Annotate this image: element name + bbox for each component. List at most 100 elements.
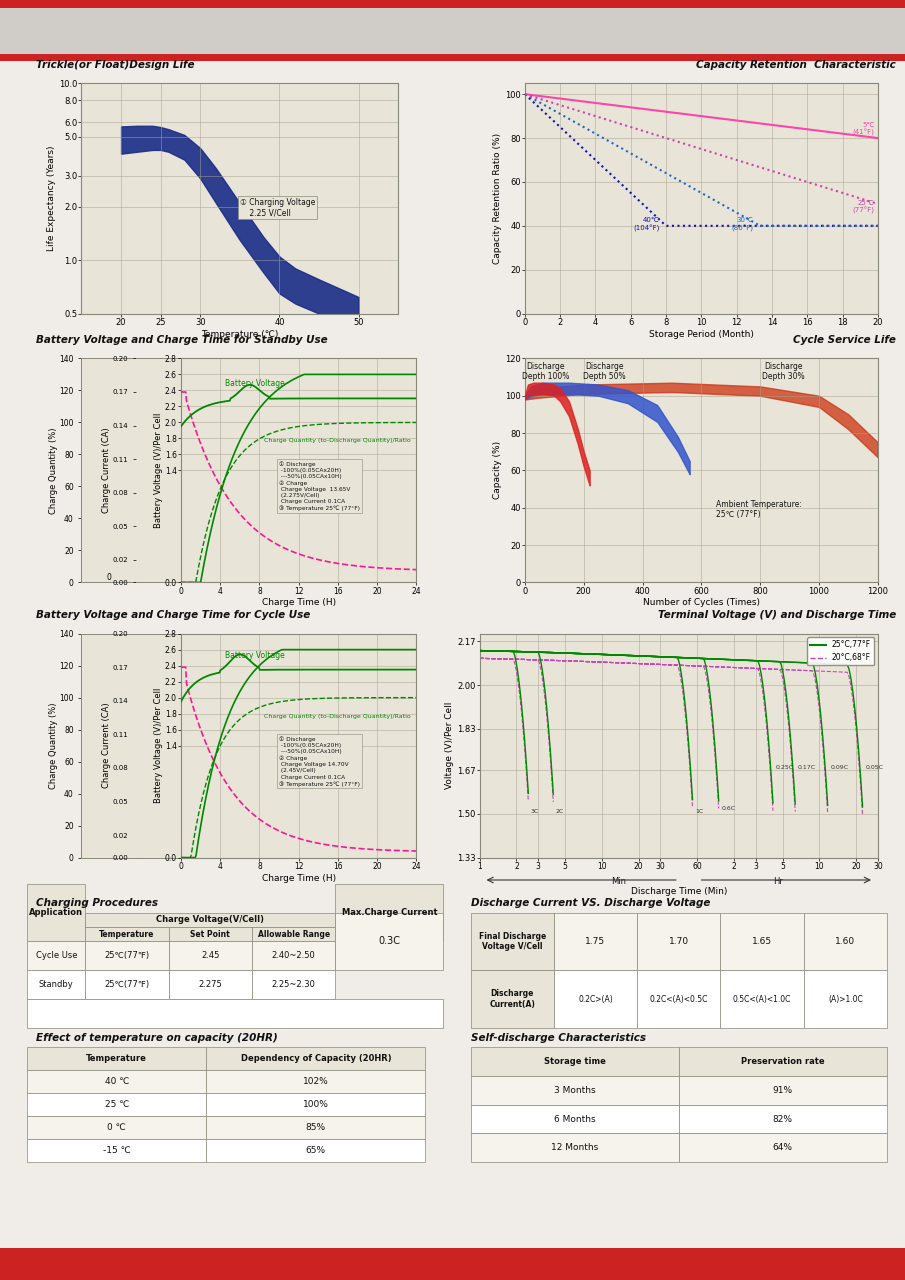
Text: Capacity Retention  Characteristic: Capacity Retention Characteristic: [696, 60, 896, 70]
Text: -15 ℃: -15 ℃: [103, 1146, 130, 1156]
Bar: [554, 913, 637, 970]
Text: 40 ℃: 40 ℃: [105, 1076, 129, 1087]
Text: Battery Voltage: Battery Voltage: [225, 379, 285, 388]
Y-axis label: Capacity (%): Capacity (%): [493, 442, 502, 499]
Y-axis label: Life Expectancy (Years): Life Expectancy (Years): [47, 146, 56, 251]
Text: 91%: 91%: [773, 1085, 793, 1094]
Bar: [471, 970, 554, 1028]
Bar: [471, 1075, 679, 1105]
Bar: [27, 883, 85, 941]
Y-axis label: Charge Quantity (%): Charge Quantity (%): [49, 703, 58, 788]
Text: 1C: 1C: [695, 809, 703, 814]
Text: Final Discharge
Voltage V/Cell: Final Discharge Voltage V/Cell: [479, 932, 546, 951]
Bar: [471, 1105, 679, 1134]
Text: Charging Procedures: Charging Procedures: [36, 899, 158, 909]
Text: 3 Months: 3 Months: [554, 1085, 595, 1094]
Text: Battery Voltage and Charge Time for Standby Use: Battery Voltage and Charge Time for Stan…: [36, 335, 328, 346]
Bar: [206, 1116, 425, 1139]
Text: Battery Voltage and Charge Time for Cycle Use: Battery Voltage and Charge Time for Cycl…: [36, 611, 310, 621]
Text: Standby: Standby: [39, 980, 73, 989]
Text: (A)>1.0C: (A)>1.0C: [828, 995, 862, 1004]
Text: Discharge
Current(A): Discharge Current(A): [490, 989, 535, 1009]
Y-axis label: Charge Current (CA): Charge Current (CA): [102, 703, 111, 788]
Bar: [85, 941, 168, 970]
Text: 1.60: 1.60: [835, 937, 855, 946]
Text: 2.25~2.30: 2.25~2.30: [272, 980, 316, 989]
Bar: [471, 1134, 679, 1162]
Text: Charge Quantity (to-Discharge Quantity)/Ratio: Charge Quantity (to-Discharge Quantity)/…: [264, 438, 411, 443]
Bar: [206, 1093, 425, 1116]
Text: 0.2C>(A): 0.2C>(A): [578, 995, 613, 1004]
X-axis label: Number of Cycles (Times): Number of Cycles (Times): [643, 598, 760, 607]
Text: Preservation rate: Preservation rate: [741, 1057, 824, 1066]
Bar: [804, 970, 887, 1028]
Text: Discharge
Depth 50%: Discharge Depth 50%: [583, 361, 625, 381]
Text: Min: Min: [612, 878, 626, 887]
Bar: [471, 913, 554, 970]
Text: Application: Application: [29, 908, 83, 918]
X-axis label: Charge Time (H): Charge Time (H): [262, 598, 336, 607]
Text: 82%: 82%: [773, 1115, 793, 1124]
Bar: [27, 998, 443, 1028]
Text: 12 Months: 12 Months: [551, 1143, 598, 1152]
Text: 2.40~2.50: 2.40~2.50: [272, 951, 316, 960]
Text: Effect of temperature on capacity (20HR): Effect of temperature on capacity (20HR): [36, 1033, 278, 1043]
Text: Battery Voltage: Battery Voltage: [225, 650, 285, 659]
Bar: [804, 913, 887, 970]
Text: 6 Months: 6 Months: [554, 1115, 595, 1124]
Text: 64%: 64%: [773, 1143, 793, 1152]
Text: 25℃(77℉): 25℃(77℉): [104, 951, 149, 960]
Text: 0: 0: [106, 573, 111, 582]
Text: Ambient Temperature:
25℃ (77°F): Ambient Temperature: 25℃ (77°F): [716, 499, 802, 520]
Text: Set Point: Set Point: [190, 929, 230, 938]
Bar: [27, 970, 85, 998]
Text: 0.5C<(A)<1.0C: 0.5C<(A)<1.0C: [733, 995, 791, 1004]
Y-axis label: Battery Voltage (V)/Per Cell: Battery Voltage (V)/Per Cell: [155, 412, 163, 529]
Text: Discharge Current VS. Discharge Voltage: Discharge Current VS. Discharge Voltage: [471, 899, 710, 909]
Bar: [168, 970, 252, 998]
Bar: [27, 1139, 206, 1162]
Text: 1.70: 1.70: [669, 937, 689, 946]
X-axis label: Charge Time (H): Charge Time (H): [262, 873, 336, 882]
Text: Charge Quantity (to-Discharge Quantity)/Ratio: Charge Quantity (to-Discharge Quantity)/…: [264, 713, 411, 718]
Text: ① Charging Voltage
    2.25 V/Cell: ① Charging Voltage 2.25 V/Cell: [240, 197, 315, 218]
Bar: [85, 970, 168, 998]
Text: Cycle Service Life: Cycle Service Life: [793, 335, 896, 346]
Bar: [85, 927, 168, 941]
Text: 25℃
(77°F): 25℃ (77°F): [853, 200, 874, 214]
Y-axis label: Capacity Retention Ratio (%): Capacity Retention Ratio (%): [493, 133, 502, 264]
Legend: 25°C,77°F, 20°C,68°F: 25°C,77°F, 20°C,68°F: [807, 637, 874, 666]
Polygon shape: [0, 0, 380, 61]
Text: 0.6C: 0.6C: [721, 806, 736, 812]
Text: Allowable Range: Allowable Range: [258, 929, 329, 938]
Text: 2.45: 2.45: [201, 951, 220, 960]
Text: 0.25C: 0.25C: [776, 765, 794, 771]
Bar: [679, 1105, 887, 1134]
Text: Charge Voltage(V/Cell): Charge Voltage(V/Cell): [157, 915, 264, 924]
Text: Self-discharge Characteristics: Self-discharge Characteristics: [471, 1033, 645, 1043]
Text: 1.65: 1.65: [752, 937, 772, 946]
Text: ① Discharge
 -100%(0.05CAx20H)
 ---50%(0.05CAx10H)
② Charge
 Charge Voltage 14.7: ① Discharge -100%(0.05CAx20H) ---50%(0.0…: [279, 736, 360, 787]
Bar: [335, 883, 443, 941]
Bar: [27, 1047, 206, 1070]
Text: 2.275: 2.275: [198, 980, 223, 989]
Bar: [27, 1116, 206, 1139]
Text: 65%: 65%: [306, 1146, 326, 1156]
Bar: [554, 970, 637, 1028]
Text: Discharge
Depth 30%: Discharge Depth 30%: [762, 361, 805, 381]
Text: 6V  12Ah: 6V 12Ah: [538, 17, 692, 45]
Bar: [252, 927, 335, 941]
Text: Dependency of Capacity (20HR): Dependency of Capacity (20HR): [241, 1053, 391, 1064]
Bar: [637, 913, 720, 970]
Text: Trickle(or Float)Design Life: Trickle(or Float)Design Life: [36, 60, 195, 70]
Bar: [720, 970, 804, 1028]
Bar: [206, 1139, 425, 1162]
Text: 0.17C: 0.17C: [798, 765, 816, 771]
Bar: [471, 1047, 679, 1075]
Text: Storage time: Storage time: [544, 1057, 605, 1066]
Text: Temperature: Temperature: [86, 1053, 148, 1064]
Text: Temperature: Temperature: [100, 929, 155, 938]
Bar: [27, 941, 85, 970]
Text: 0.2C<(A)<0.5C: 0.2C<(A)<0.5C: [650, 995, 708, 1004]
Text: 102%: 102%: [303, 1076, 329, 1087]
